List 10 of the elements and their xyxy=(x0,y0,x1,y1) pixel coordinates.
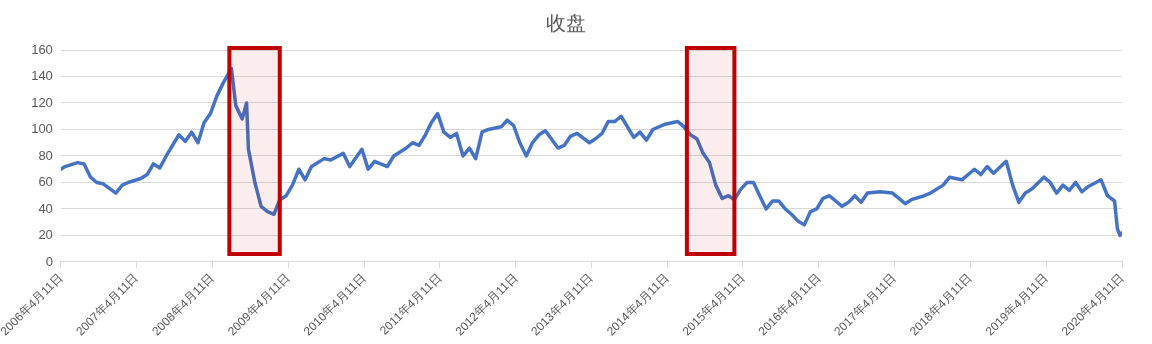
y-tick-label: 20 xyxy=(38,227,53,243)
y-tick-label: 100 xyxy=(31,121,53,137)
y-tick-label: 80 xyxy=(38,147,53,163)
y-tick-label: 120 xyxy=(31,94,53,110)
chart-title: 收盘 xyxy=(546,11,586,34)
y-tick-label: 0 xyxy=(45,253,53,269)
y-tick-label: 160 xyxy=(31,41,53,57)
y-tick-label: 140 xyxy=(31,68,53,84)
y-tick-label: 40 xyxy=(38,200,53,216)
y-tick-label: 60 xyxy=(38,174,53,190)
